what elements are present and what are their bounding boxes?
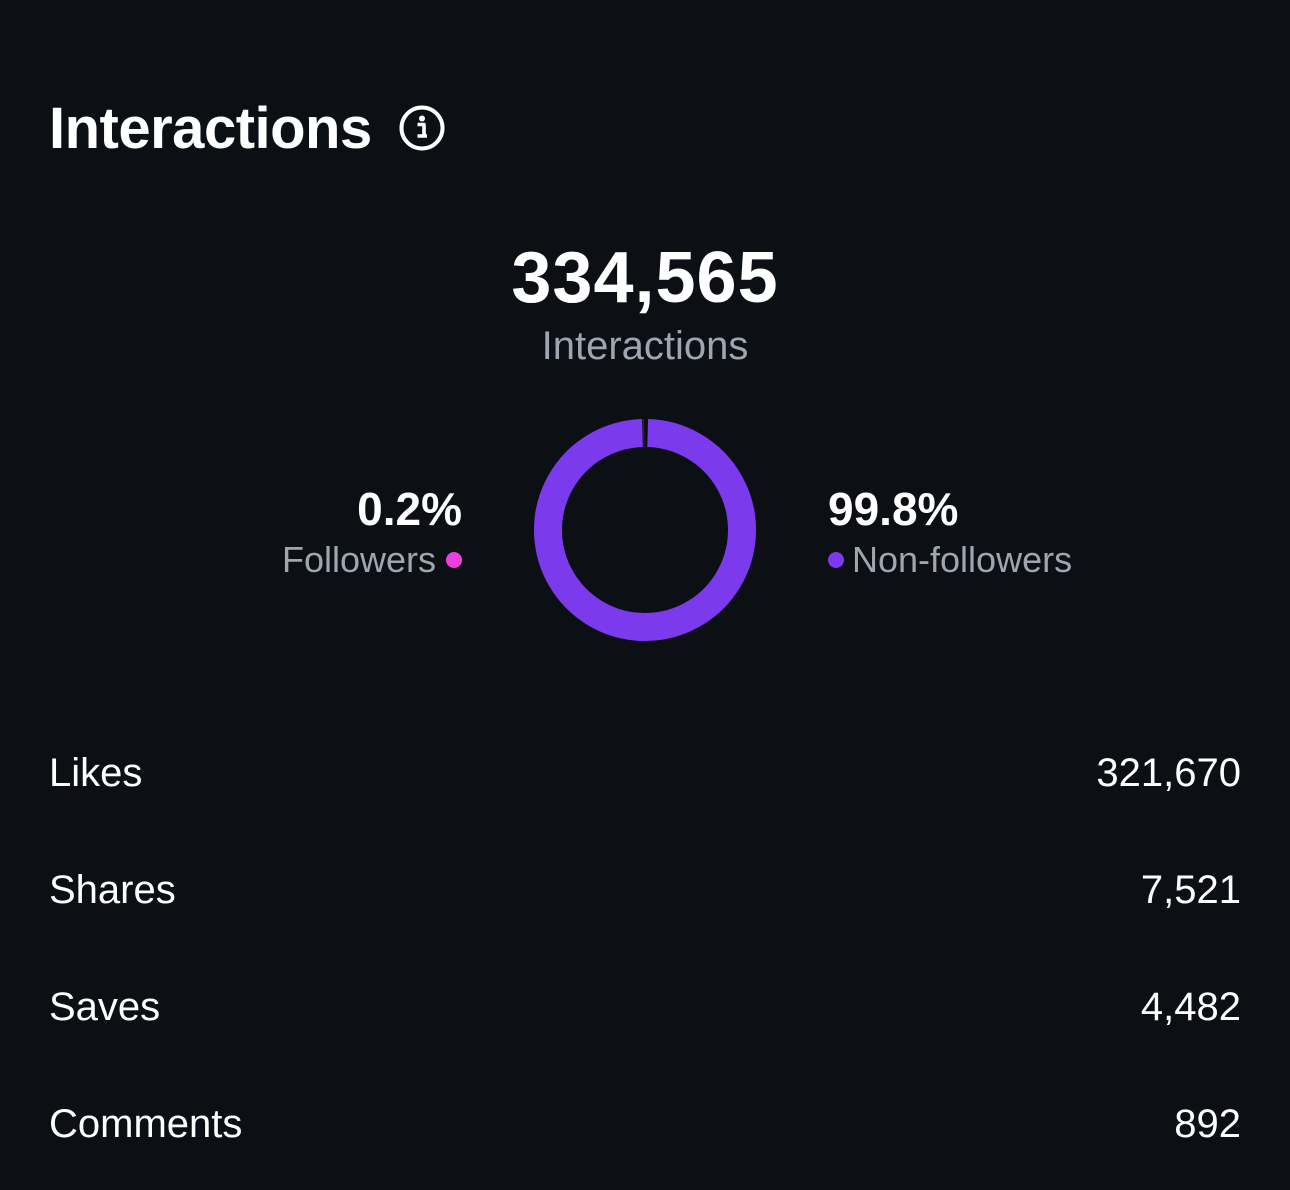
total-interactions-value: 334,565 (511, 238, 779, 318)
metric-value: 892 (1174, 1102, 1241, 1146)
non-followers-label: Non-followers (852, 539, 1073, 580)
info-icon[interactable] (398, 104, 446, 152)
metric-label: Saves (49, 985, 161, 1029)
non-followers-dot (828, 552, 844, 568)
metric-value: 4,482 (1140, 985, 1241, 1029)
interactions-donut-chart (534, 419, 756, 641)
metric-row-likes: Likes 321,670 (49, 715, 1241, 832)
followers-percent: 0.2% (357, 483, 462, 535)
total-interactions-label: Interactions (541, 324, 749, 368)
metric-value: 7,521 (1140, 868, 1241, 912)
section-header: Interactions (49, 92, 446, 164)
section-title: Interactions (49, 95, 372, 161)
followers-legend: 0.2% Followers (282, 480, 462, 582)
non-followers-legend: 99.8% Non-followers (828, 480, 1072, 582)
non-followers-arc (534, 419, 756, 641)
total-summary: 334,565 Interactions (0, 236, 1290, 372)
metric-label: Comments (49, 1102, 243, 1146)
metric-row-comments: Comments 892 (49, 1066, 1241, 1183)
metric-row-saves: Saves 4,482 (49, 949, 1241, 1066)
metric-label: Likes (49, 751, 143, 795)
metric-row-shares: Shares 7,521 (49, 832, 1241, 949)
metric-label: Shares (49, 868, 176, 912)
metric-value: 321,670 (1096, 751, 1241, 795)
metrics-list: Likes 321,670 Shares 7,521 Saves 4,482 C… (49, 715, 1241, 1183)
followers-dot (446, 552, 462, 568)
followers-label: Followers (281, 539, 436, 580)
non-followers-percent: 99.8% (828, 483, 959, 535)
